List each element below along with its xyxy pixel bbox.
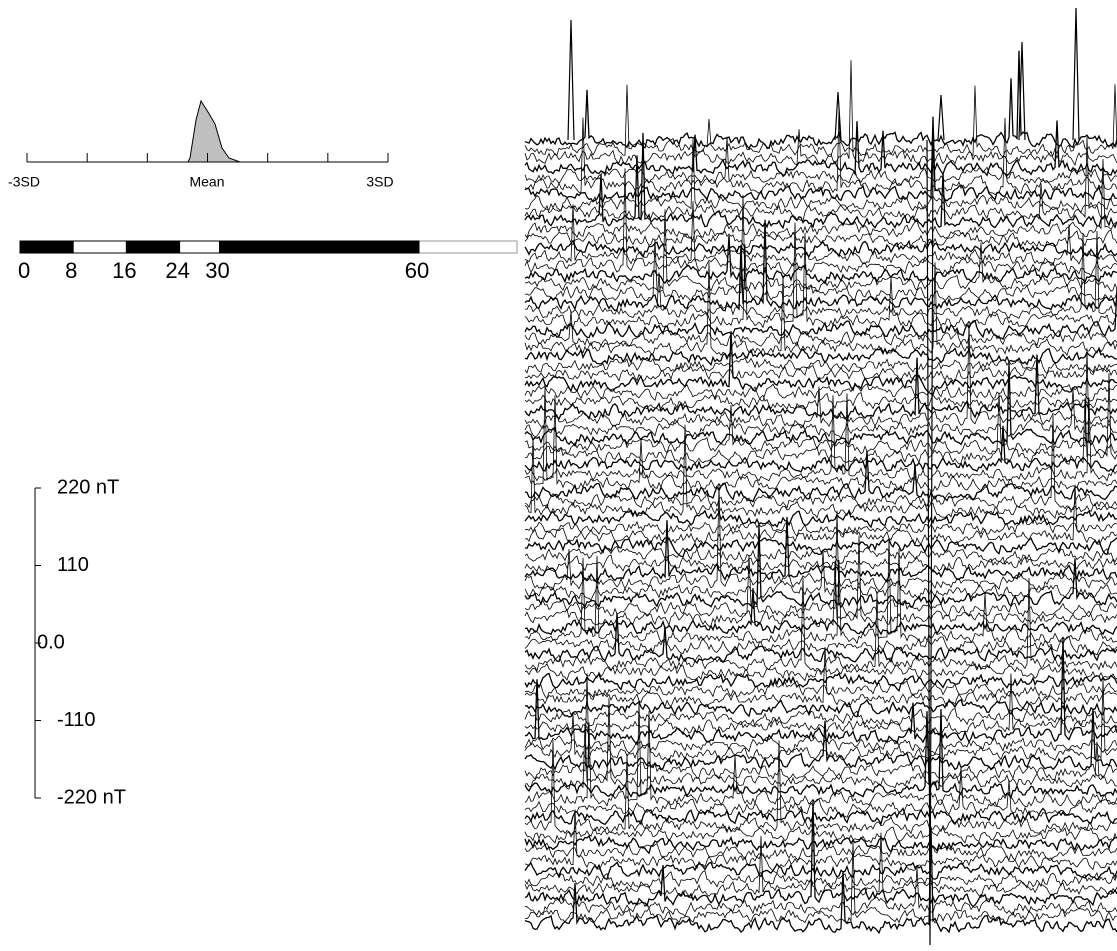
trace [525,766,1117,817]
trace [525,385,1117,491]
trace [525,637,1117,655]
trace [525,348,1117,365]
trace [525,133,1117,228]
scale-bar-segment [73,241,126,253]
trace [525,736,1117,754]
trace [525,538,1117,557]
trace-spike [938,95,944,140]
scale-bar-segment [180,241,220,253]
trace [525,322,1117,429]
trace [525,389,1117,438]
scale-bar-label: 16 [112,258,136,283]
trace-spike [1019,42,1025,140]
trace [525,709,1117,770]
trace [525,709,1117,797]
trace [525,709,1117,727]
trace-spike [568,20,574,140]
trace [525,862,1117,880]
trace [525,51,1117,149]
histogram-label: Mean [189,174,224,190]
scale-bar: 0 8 16 24 30 60 [18,241,517,283]
amplitude-label: -220 nT [57,786,126,808]
scale-bar-segment [20,241,73,253]
page: {"histogram": {"labels": ["-3SD", "Mean"… [0,0,1117,951]
trace [525,393,1117,481]
amplitude-label: 110 [57,554,89,576]
trace [525,355,1117,420]
scale-bar-label: 30 [205,258,229,283]
scale-bar-segment [126,241,179,253]
histogram-label: 3SD [366,174,393,190]
trace [525,551,1117,600]
scale-bar-label: 60 [405,258,429,283]
trace [525,84,1117,157]
amplitude-label: 0.0 [37,631,65,653]
scale-bar-segment [220,241,420,253]
trace [525,679,1117,762]
amplitude-scale: 220 nT 110 0.0 -110 -220 nT [35,476,126,808]
trace [525,451,1117,502]
trace [525,547,1117,565]
histogram-shape [188,101,240,162]
trace [525,426,1117,472]
trace [525,201,1117,266]
scale-bar-label: 24 [165,258,189,283]
trace [525,384,1117,401]
scale-bar-tail [419,241,517,253]
trace [525,647,1117,710]
histogram-label: -3SD [8,174,40,190]
trace [525,701,1117,807]
scale-bar-label: 0 [18,258,30,283]
trace-plot [525,8,1117,945]
amplitude-label: 220 nT [57,476,119,498]
trace [525,121,1117,176]
trace-spike [835,92,841,140]
screen: -3SD Mean 3SD 0 8 16 24 30 60 220 nT 110 0.0 -11… [0,0,1117,951]
scale-bar-label: 8 [65,258,77,283]
trace [525,637,1117,744]
histogram-ticks [27,153,388,162]
trace [525,167,1117,185]
amplitude-label: -110 [57,709,96,731]
trace [525,117,1117,202]
trace-spike [1073,8,1079,140]
